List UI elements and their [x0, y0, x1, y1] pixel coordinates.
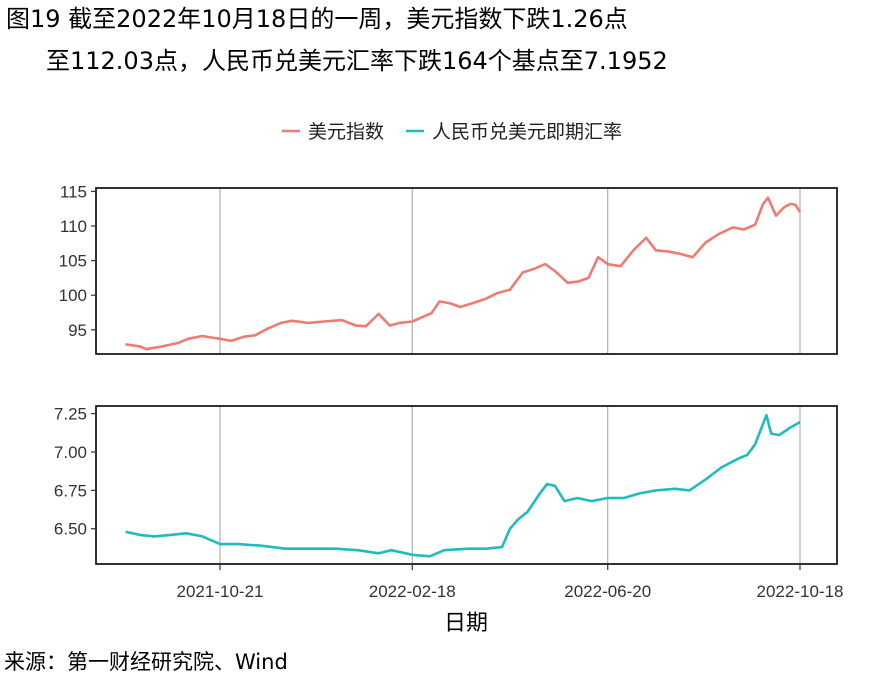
series-line-1	[125, 413, 801, 558]
x-tick-label: 2022-06-20	[564, 582, 651, 601]
x-axis-title: 日期	[444, 611, 488, 636]
y-tick-label: 100	[59, 286, 87, 305]
x-tick-label: 2022-10-18	[757, 582, 844, 601]
x-tick-label: 2021-10-21	[177, 582, 264, 601]
legend: 美元指数 人民币兑美元即期汇率	[282, 121, 622, 143]
x-axis: 2021-10-21 2022-02-18 2022-06-20 2022-10-18	[177, 564, 844, 601]
x-tick-label: 2022-02-18	[369, 582, 456, 601]
y-tick-label: 6.50	[54, 520, 87, 539]
panel-frame	[95, 187, 838, 355]
cny-usd-panel: 6.50 6.75 7.00 7.25	[54, 405, 838, 565]
chart-title-line1: 图19 截至2022年10月18日的一周，美元指数下跌1.26点	[6, 5, 628, 33]
dollar-index-panel: 95 100 105 110 115	[59, 182, 838, 355]
y-tick-label: 110	[60, 217, 87, 236]
y-tick-label: 105	[59, 252, 87, 271]
series-line-0	[125, 196, 802, 351]
legend-label-0: 美元指数	[308, 121, 384, 143]
panel-frame	[95, 405, 838, 565]
source-note: 来源：第一财经研究院、Wind	[4, 650, 288, 674]
y-tick-label: 6.75	[54, 481, 87, 500]
y-tick-label: 7.00	[54, 443, 87, 462]
chart-title-line2: 至112.03点，人民币兑美元汇率下跌164个基点至7.1952	[46, 47, 668, 75]
y-tick-label: 95	[68, 321, 87, 340]
legend-label-1: 人民币兑美元即期汇率	[432, 121, 622, 143]
y-tick-label: 115	[60, 182, 87, 201]
y-tick-label: 7.25	[54, 405, 87, 424]
